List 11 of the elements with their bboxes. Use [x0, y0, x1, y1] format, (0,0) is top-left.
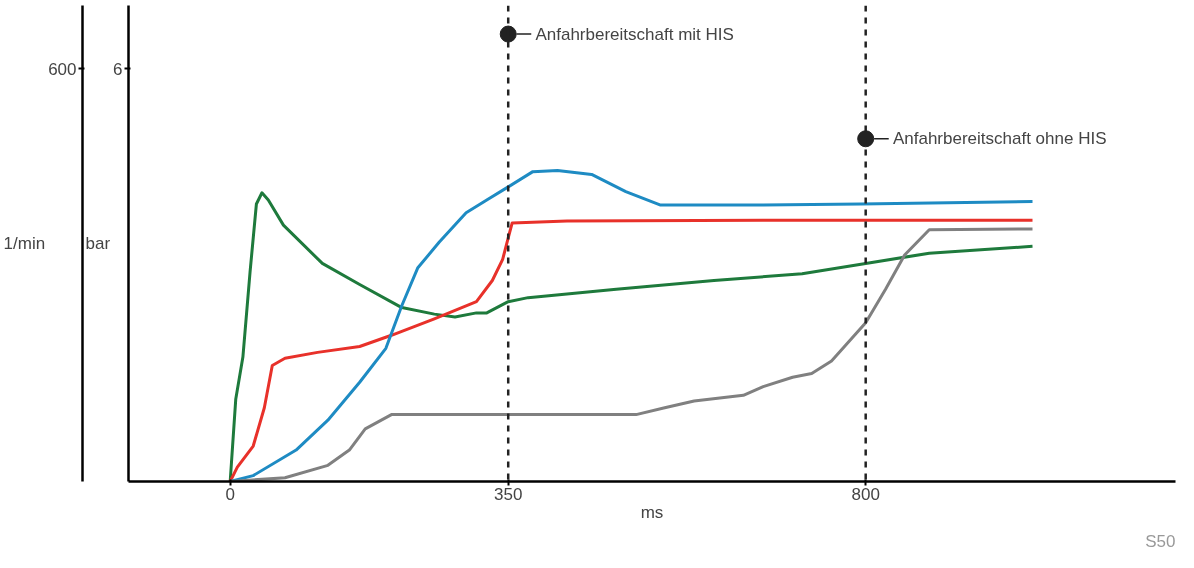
x-tick-label: 350: [494, 484, 523, 504]
text: 600: [48, 59, 77, 79]
ref-line-label: Anfahrbereitschaft mit HIS: [535, 24, 734, 44]
y-axis-title: bar: [85, 234, 111, 253]
ref-line-label: Anfahrbereitschaft ohne HIS: [892, 129, 1107, 149]
x-axis-title: ms: [640, 502, 664, 522]
x-tick-label: 800: [851, 484, 880, 504]
y2-axis-title: 1/min: [3, 234, 46, 253]
text: 6: [113, 59, 123, 79]
x-tick-label: 0: [225, 484, 235, 504]
text: S50: [1145, 531, 1176, 551]
